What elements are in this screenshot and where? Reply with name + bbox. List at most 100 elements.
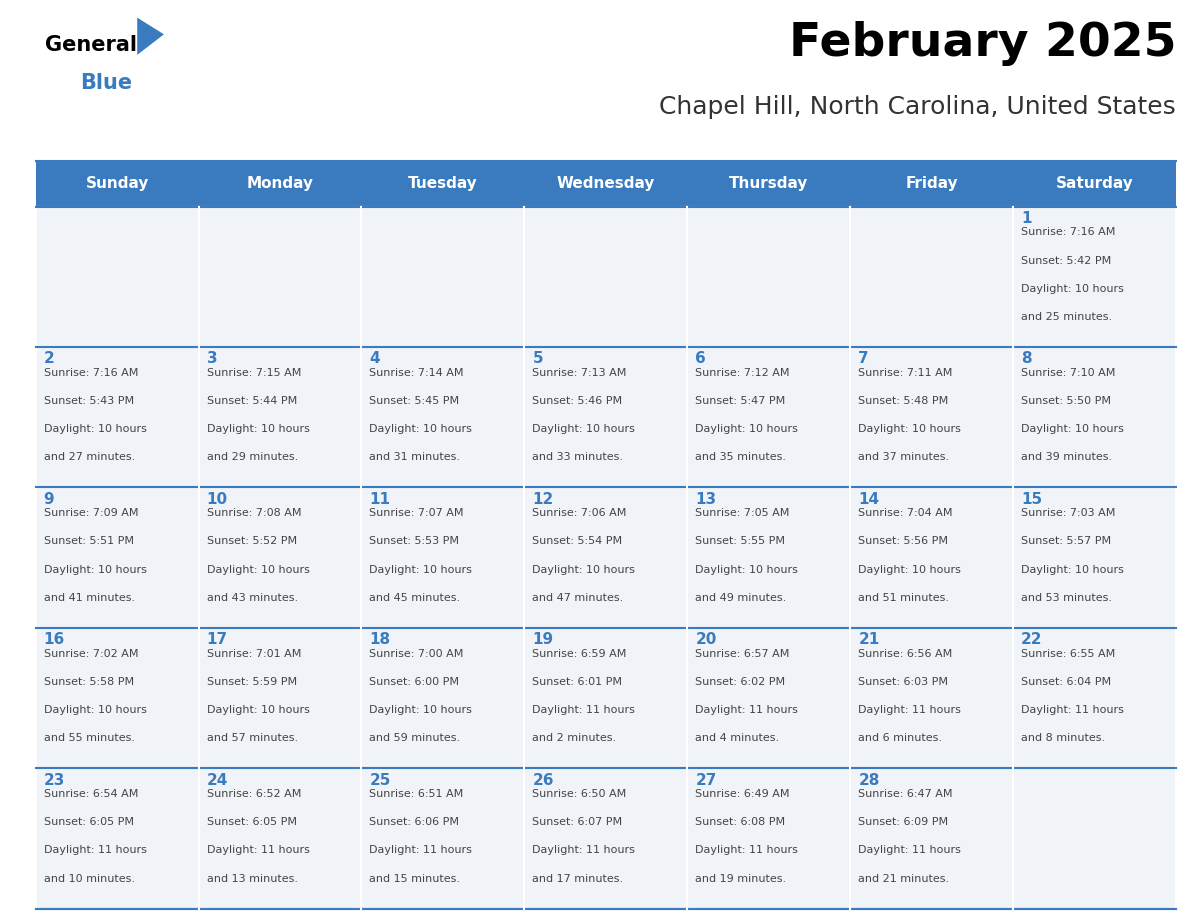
FancyBboxPatch shape xyxy=(688,768,851,909)
Text: Sunrise: 7:04 AM: Sunrise: 7:04 AM xyxy=(858,509,953,519)
Polygon shape xyxy=(137,17,164,55)
Text: Thursday: Thursday xyxy=(729,176,809,191)
Text: Daylight: 10 hours: Daylight: 10 hours xyxy=(1022,565,1124,575)
Text: Sunset: 6:05 PM: Sunset: 6:05 PM xyxy=(44,817,133,827)
Text: and 25 minutes.: and 25 minutes. xyxy=(1022,312,1112,322)
Text: Sunrise: 6:56 AM: Sunrise: 6:56 AM xyxy=(858,649,953,659)
Text: General: General xyxy=(45,35,137,55)
Text: and 43 minutes.: and 43 minutes. xyxy=(207,593,298,603)
Text: and 39 minutes.: and 39 minutes. xyxy=(1022,453,1112,463)
FancyBboxPatch shape xyxy=(361,347,524,487)
Text: Sunset: 5:51 PM: Sunset: 5:51 PM xyxy=(44,536,133,546)
Text: Daylight: 10 hours: Daylight: 10 hours xyxy=(1022,424,1124,434)
Text: 27: 27 xyxy=(695,773,716,788)
FancyBboxPatch shape xyxy=(198,347,361,487)
Text: 18: 18 xyxy=(369,633,391,647)
Text: and 51 minutes.: and 51 minutes. xyxy=(858,593,949,603)
FancyBboxPatch shape xyxy=(198,628,361,768)
Text: and 57 minutes.: and 57 minutes. xyxy=(207,733,298,744)
Text: Sunset: 5:59 PM: Sunset: 5:59 PM xyxy=(207,677,297,687)
Text: Sunrise: 7:01 AM: Sunrise: 7:01 AM xyxy=(207,649,301,659)
Text: Sunrise: 7:06 AM: Sunrise: 7:06 AM xyxy=(532,509,627,519)
Text: Daylight: 10 hours: Daylight: 10 hours xyxy=(207,705,309,715)
Text: and 37 minutes.: and 37 minutes. xyxy=(858,453,949,463)
Text: and 59 minutes.: and 59 minutes. xyxy=(369,733,461,744)
Text: 17: 17 xyxy=(207,633,228,647)
Text: Sunrise: 7:00 AM: Sunrise: 7:00 AM xyxy=(369,649,463,659)
Text: 13: 13 xyxy=(695,492,716,507)
Text: 25: 25 xyxy=(369,773,391,788)
Text: Sunrise: 7:05 AM: Sunrise: 7:05 AM xyxy=(695,509,790,519)
Text: Daylight: 11 hours: Daylight: 11 hours xyxy=(532,845,636,856)
FancyBboxPatch shape xyxy=(36,207,198,347)
FancyBboxPatch shape xyxy=(688,487,851,628)
Text: 21: 21 xyxy=(858,633,879,647)
Text: and 47 minutes.: and 47 minutes. xyxy=(532,593,624,603)
Text: 23: 23 xyxy=(44,773,65,788)
FancyBboxPatch shape xyxy=(524,628,688,768)
Text: Sunset: 6:09 PM: Sunset: 6:09 PM xyxy=(858,817,948,827)
Text: Daylight: 10 hours: Daylight: 10 hours xyxy=(44,424,146,434)
Text: Sunrise: 6:49 AM: Sunrise: 6:49 AM xyxy=(695,789,790,800)
Text: Sunset: 6:08 PM: Sunset: 6:08 PM xyxy=(695,817,785,827)
Text: Sunrise: 7:08 AM: Sunrise: 7:08 AM xyxy=(207,509,301,519)
Text: and 35 minutes.: and 35 minutes. xyxy=(695,453,786,463)
FancyBboxPatch shape xyxy=(851,487,1013,628)
FancyBboxPatch shape xyxy=(361,487,524,628)
Text: 4: 4 xyxy=(369,352,380,366)
Text: 16: 16 xyxy=(44,633,65,647)
Text: Daylight: 10 hours: Daylight: 10 hours xyxy=(1022,284,1124,294)
Text: Daylight: 10 hours: Daylight: 10 hours xyxy=(369,565,473,575)
Text: Daylight: 10 hours: Daylight: 10 hours xyxy=(695,565,798,575)
Text: and 31 minutes.: and 31 minutes. xyxy=(369,453,461,463)
Text: Daylight: 11 hours: Daylight: 11 hours xyxy=(858,845,961,856)
FancyBboxPatch shape xyxy=(361,628,524,768)
Text: Sunset: 5:45 PM: Sunset: 5:45 PM xyxy=(369,396,460,406)
Text: Daylight: 10 hours: Daylight: 10 hours xyxy=(858,565,961,575)
Text: Sunrise: 6:47 AM: Sunrise: 6:47 AM xyxy=(858,789,953,800)
Text: 5: 5 xyxy=(532,352,543,366)
Text: 9: 9 xyxy=(44,492,55,507)
Text: and 49 minutes.: and 49 minutes. xyxy=(695,593,786,603)
Text: Sunrise: 7:09 AM: Sunrise: 7:09 AM xyxy=(44,509,138,519)
FancyBboxPatch shape xyxy=(198,161,361,207)
FancyBboxPatch shape xyxy=(851,207,1013,347)
FancyBboxPatch shape xyxy=(198,768,361,909)
FancyBboxPatch shape xyxy=(36,347,198,487)
Text: Sunset: 6:06 PM: Sunset: 6:06 PM xyxy=(369,817,460,827)
FancyBboxPatch shape xyxy=(688,347,851,487)
Text: and 55 minutes.: and 55 minutes. xyxy=(44,733,134,744)
Text: Sunrise: 6:54 AM: Sunrise: 6:54 AM xyxy=(44,789,138,800)
Text: Sunrise: 7:15 AM: Sunrise: 7:15 AM xyxy=(207,368,301,378)
Text: and 53 minutes.: and 53 minutes. xyxy=(1022,593,1112,603)
Text: and 15 minutes.: and 15 minutes. xyxy=(369,874,461,884)
FancyBboxPatch shape xyxy=(688,207,851,347)
FancyBboxPatch shape xyxy=(36,768,198,909)
Text: 2: 2 xyxy=(44,352,55,366)
Text: Daylight: 10 hours: Daylight: 10 hours xyxy=(532,424,636,434)
Text: 8: 8 xyxy=(1022,352,1032,366)
FancyBboxPatch shape xyxy=(36,628,198,768)
Text: and 6 minutes.: and 6 minutes. xyxy=(858,733,942,744)
FancyBboxPatch shape xyxy=(524,768,688,909)
Text: Sunset: 6:00 PM: Sunset: 6:00 PM xyxy=(369,677,460,687)
Text: Wednesday: Wednesday xyxy=(557,176,655,191)
Text: Daylight: 11 hours: Daylight: 11 hours xyxy=(44,845,146,856)
Text: 6: 6 xyxy=(695,352,706,366)
Text: Daylight: 10 hours: Daylight: 10 hours xyxy=(44,705,146,715)
Text: Daylight: 11 hours: Daylight: 11 hours xyxy=(369,845,473,856)
Text: Blue: Blue xyxy=(80,73,132,94)
Text: Sunset: 5:58 PM: Sunset: 5:58 PM xyxy=(44,677,134,687)
FancyBboxPatch shape xyxy=(1013,347,1176,487)
Text: Sunrise: 6:51 AM: Sunrise: 6:51 AM xyxy=(369,789,463,800)
FancyBboxPatch shape xyxy=(851,768,1013,909)
Text: Sunrise: 7:10 AM: Sunrise: 7:10 AM xyxy=(1022,368,1116,378)
Text: and 17 minutes.: and 17 minutes. xyxy=(532,874,624,884)
Text: Daylight: 10 hours: Daylight: 10 hours xyxy=(369,424,473,434)
Text: and 19 minutes.: and 19 minutes. xyxy=(695,874,786,884)
FancyBboxPatch shape xyxy=(851,161,1013,207)
FancyBboxPatch shape xyxy=(524,347,688,487)
Text: Sunset: 5:46 PM: Sunset: 5:46 PM xyxy=(532,396,623,406)
Text: 26: 26 xyxy=(532,773,554,788)
Text: Daylight: 11 hours: Daylight: 11 hours xyxy=(532,705,636,715)
